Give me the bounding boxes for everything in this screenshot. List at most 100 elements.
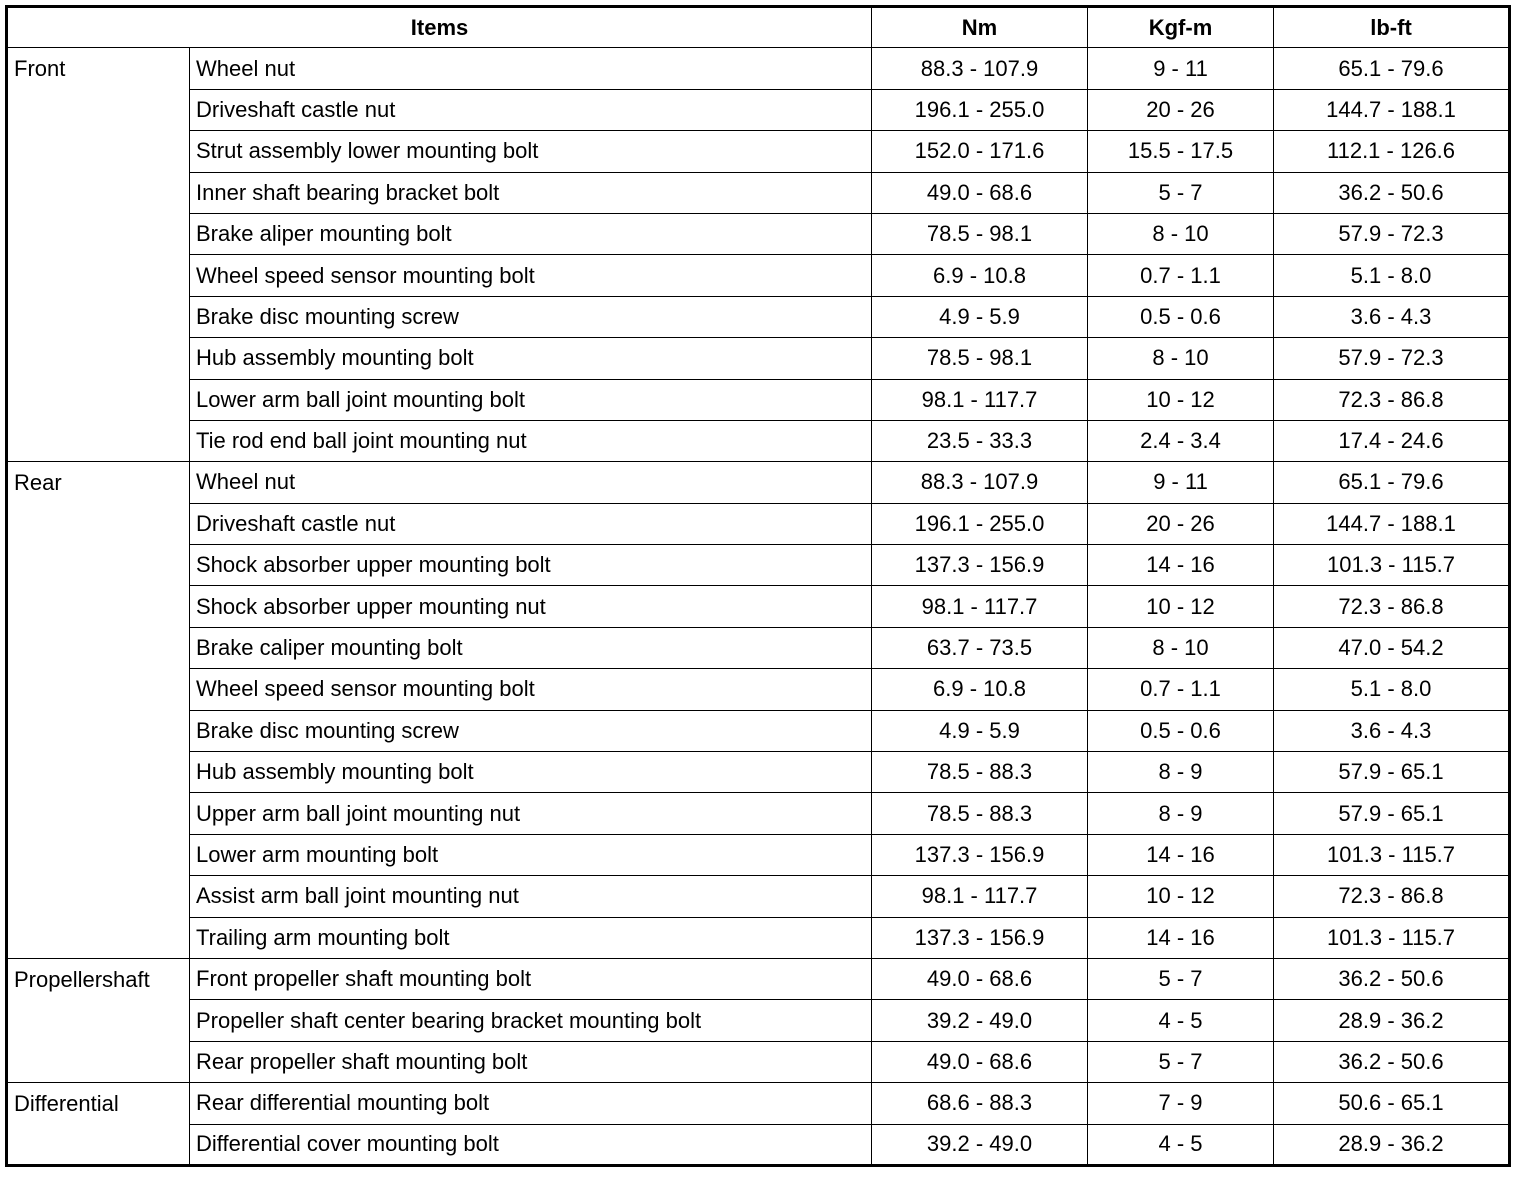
- table-row: Lower arm ball joint mounting bolt 98.1 -…: [7, 378, 1511, 421]
- kgf-m-value: 0.5 - 0.6: [1087, 709, 1275, 753]
- nm-value: 88.3 - 107.9: [871, 47, 1089, 90]
- lb-ft-value: 65.1 - 79.6: [1273, 47, 1511, 90]
- item-name: Assist arm ball joint mounting nut: [188, 875, 873, 918]
- group-label: Propellershaft: [6, 957, 190, 1084]
- table-row: Trailing arm mounting bolt 137.3 - 156.9 1…: [7, 916, 1511, 959]
- table-row: Hub assembly mounting bolt 78.5 - 88.3 8 -…: [7, 751, 1511, 794]
- header-lb-ft: lb-ft: [1273, 5, 1511, 49]
- kgf-m-value: 10 - 12: [1087, 875, 1275, 918]
- item-name: Brake caliper mounting bolt: [188, 626, 873, 670]
- item-name: Rear propeller shaft mounting bolt: [188, 1040, 873, 1084]
- lb-ft-value: 144.7 - 188.1: [1273, 88, 1511, 132]
- table-row: Propellershaft Front propeller shaft moun…: [6, 957, 1511, 1084]
- nm-value: 78.5 - 88.3: [871, 792, 1089, 835]
- item-name: Driveshaft castle nut: [188, 88, 873, 132]
- table-row: Propeller shaft center bearing bracket m…: [7, 999, 1511, 1042]
- lb-ft-value: 112.1 - 126.6: [1273, 130, 1511, 173]
- item-name: Rear differential mounting bolt: [188, 1082, 873, 1125]
- item-name: Lower arm ball joint mounting bolt: [188, 378, 873, 421]
- table-row: Wheel speed sensor mounting bolt 6.9 - 10…: [7, 668, 1511, 711]
- kgf-m-value: 14 - 16: [1087, 544, 1275, 587]
- header-nm: Nm: [871, 5, 1089, 49]
- nm-value: 78.5 - 88.3: [871, 751, 1089, 794]
- item-name: Hub assembly mounting bolt: [188, 337, 873, 380]
- nm-value: 49.0 - 68.6: [871, 171, 1089, 214]
- nm-value: 137.3 - 156.9: [871, 916, 1089, 959]
- item-name: Wheel speed sensor mounting bolt: [188, 668, 873, 711]
- lb-ft-value: 36.2 - 50.6: [1273, 1040, 1511, 1084]
- lb-ft-value: 72.3 - 86.8: [1273, 378, 1511, 421]
- item-name: Differential cover mounting bolt: [188, 1123, 873, 1166]
- item-name: Wheel speed sensor mounting bolt: [188, 254, 873, 297]
- kgf-m-value: 4 - 5: [1087, 999, 1275, 1042]
- lb-ft-value: 101.3 - 115.7: [1273, 544, 1511, 587]
- kgf-m-value: 8 - 10: [1087, 212, 1275, 256]
- lb-ft-value: 28.9 - 36.2: [1273, 1123, 1511, 1166]
- item-name: Tie rod end ball joint mounting nut: [188, 419, 873, 463]
- torque-spec-table: Items Nm Kgf-m lb-ft Front Wheel nut 88.3 …: [5, 5, 1512, 1167]
- lb-ft-value: 50.6 - 65.1: [1273, 1082, 1511, 1125]
- item-name: Upper arm ball joint mounting nut: [188, 792, 873, 835]
- item-name: Trailing arm mounting bolt: [188, 916, 873, 959]
- item-name: Propeller shaft center bearing bracket m…: [188, 999, 873, 1042]
- item-name: Shock absorber upper mounting nut: [188, 585, 873, 628]
- item-name: Brake disc mounting screw: [188, 709, 873, 753]
- table-row: Rear propeller shaft mounting bolt 49.0 -…: [7, 1040, 1511, 1084]
- item-name: Brake disc mounting screw: [188, 295, 873, 339]
- item-name: Hub assembly mounting bolt: [188, 751, 873, 794]
- kgf-m-value: 4 - 5: [1087, 1123, 1275, 1166]
- item-name: Brake aliper mounting bolt: [188, 212, 873, 256]
- kgf-m-value: 8 - 10: [1087, 337, 1275, 380]
- kgf-m-value: 5 - 7: [1087, 1040, 1275, 1084]
- header-items: Items: [5, 5, 873, 49]
- nm-value: 6.9 - 10.8: [871, 668, 1089, 711]
- kgf-m-value: 8 - 9: [1087, 792, 1275, 835]
- kgf-m-value: 10 - 12: [1087, 585, 1275, 628]
- table-row: Tie rod end ball joint mounting nut 23.5 …: [7, 419, 1511, 463]
- nm-value: 4.9 - 5.9: [871, 295, 1089, 339]
- nm-value: 39.2 - 49.0: [871, 999, 1089, 1042]
- table-row: Hub assembly mounting bolt 78.5 - 98.1 8 -…: [7, 337, 1511, 380]
- group-label: Differential: [6, 1082, 190, 1166]
- lb-ft-value: 101.3 - 115.7: [1273, 916, 1511, 959]
- lb-ft-value: 57.9 - 65.1: [1273, 792, 1511, 835]
- lb-ft-value: 72.3 - 86.8: [1273, 585, 1511, 628]
- lb-ft-value: 47.0 - 54.2: [1273, 626, 1511, 670]
- lb-ft-value: 144.7 - 188.1: [1273, 502, 1511, 546]
- table-row: Upper arm ball joint mounting nut 78.5 - …: [7, 792, 1511, 835]
- item-name: Driveshaft castle nut: [188, 502, 873, 546]
- table-row: Brake disc mounting screw 4.9 - 5.9 0.5 - …: [7, 295, 1511, 339]
- nm-value: 88.3 - 107.9: [871, 461, 1089, 504]
- lb-ft-value: 36.2 - 50.6: [1273, 171, 1511, 214]
- table-row: Lower arm mounting bolt 137.3 - 156.9 14 -…: [7, 833, 1511, 877]
- nm-value: 196.1 - 255.0: [871, 502, 1089, 546]
- kgf-m-value: 10 - 12: [1087, 378, 1275, 421]
- lb-ft-value: 57.9 - 65.1: [1273, 751, 1511, 794]
- kgf-m-value: 5 - 7: [1087, 957, 1275, 1001]
- nm-value: 78.5 - 98.1: [871, 337, 1089, 380]
- item-name: Shock absorber upper mounting bolt: [188, 544, 873, 587]
- nm-value: 137.3 - 156.9: [871, 544, 1089, 587]
- table-row: Strut assembly lower mounting bolt 152.0 …: [7, 130, 1511, 173]
- table-row: Shock absorber upper mounting nut 98.1 - …: [7, 585, 1511, 628]
- lb-ft-value: 72.3 - 86.8: [1273, 875, 1511, 918]
- nm-value: 49.0 - 68.6: [871, 957, 1089, 1001]
- table-row: Driveshaft castle nut 196.1 - 255.0 20 - 2…: [7, 88, 1511, 132]
- nm-value: 98.1 - 117.7: [871, 875, 1089, 918]
- lb-ft-value: 5.1 - 8.0: [1273, 254, 1511, 297]
- item-name: Strut assembly lower mounting bolt: [188, 130, 873, 173]
- kgf-m-value: 8 - 10: [1087, 626, 1275, 670]
- lb-ft-value: 3.6 - 4.3: [1273, 295, 1511, 339]
- table-row: Brake disc mounting screw 4.9 - 5.9 0.5 - …: [7, 709, 1511, 753]
- table-row: Front Wheel nut 88.3 - 107.9 9 - 11 65.1 - 7…: [6, 47, 1511, 463]
- kgf-m-value: 9 - 11: [1087, 47, 1275, 90]
- lb-ft-value: 28.9 - 36.2: [1273, 999, 1511, 1042]
- nm-value: 196.1 - 255.0: [871, 88, 1089, 132]
- nm-value: 23.5 - 33.3: [871, 419, 1089, 463]
- header-row: Items Nm Kgf-m lb-ft: [5, 5, 1511, 49]
- table-row: Differential cover mounting bolt 39.2 - 4…: [7, 1123, 1511, 1166]
- item-name: Wheel nut: [188, 461, 873, 504]
- nm-value: 137.3 - 156.9: [871, 833, 1089, 877]
- kgf-m-value: 0.7 - 1.1: [1087, 668, 1275, 711]
- item-name: Lower arm mounting bolt: [188, 833, 873, 877]
